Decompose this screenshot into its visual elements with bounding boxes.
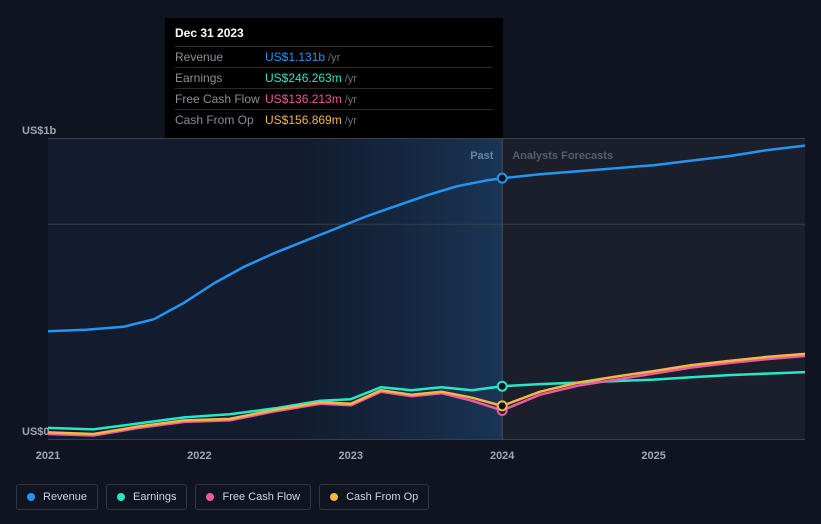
tooltip-row: RevenueUS$1.131b/yr <box>175 47 493 68</box>
legend: Revenue Earnings Free Cash Flow Cash From O… <box>16 484 429 510</box>
legend-item-label: Earnings <box>133 491 176 503</box>
tooltip-row-label: Free Cash Flow <box>175 92 265 106</box>
y-tick-0: US$0 <box>22 426 50 438</box>
chart-svg <box>48 138 805 440</box>
tooltip-row-unit: /yr <box>345 115 357 127</box>
tooltip-row-value: US$136.213m <box>265 92 342 106</box>
legend-item-label: Revenue <box>43 491 87 503</box>
tooltip-row-unit: /yr <box>328 52 340 64</box>
legend-item[interactable]: Free Cash Flow <box>195 484 311 510</box>
tooltip-date: Dec 31 2023 <box>175 26 493 47</box>
tooltip-row-value: US$246.263m <box>265 71 342 85</box>
financial-chart: Dec 31 2023 RevenueUS$1.131b/yrEarningsU… <box>0 0 821 524</box>
tooltip-row-label: Revenue <box>175 50 265 64</box>
legend-item[interactable]: Earnings <box>106 484 187 510</box>
plot-area[interactable] <box>48 138 805 440</box>
tooltip-row-unit: /yr <box>345 73 357 85</box>
tooltip-row-unit: /yr <box>345 94 357 106</box>
legend-dot-icon <box>27 493 35 501</box>
legend-dot-icon <box>330 493 338 501</box>
legend-dot-icon <box>117 493 125 501</box>
hover-tooltip: Dec 31 2023 RevenueUS$1.131b/yrEarningsU… <box>165 18 503 138</box>
x-tick: 2024 <box>490 450 514 462</box>
x-tick: 2023 <box>339 450 363 462</box>
tooltip-rows: RevenueUS$1.131b/yrEarningsUS$246.263m/y… <box>175 47 493 130</box>
x-tick: 2022 <box>187 450 211 462</box>
tooltip-row-value: US$1.131b <box>265 50 325 64</box>
legend-item-label: Free Cash Flow <box>222 491 300 503</box>
tooltip-row-value: US$156.869m <box>265 113 342 127</box>
x-tick: 2021 <box>36 450 60 462</box>
x-axis: 20212022202320242025 <box>48 450 805 466</box>
tooltip-row-label: Earnings <box>175 71 265 85</box>
y-tick-1b: US$1b <box>22 125 56 137</box>
tooltip-row: EarningsUS$246.263m/yr <box>175 68 493 89</box>
tooltip-row-label: Cash From Op <box>175 113 265 127</box>
legend-item[interactable]: Cash From Op <box>319 484 429 510</box>
legend-item-label: Cash From Op <box>346 491 418 503</box>
legend-item[interactable]: Revenue <box>16 484 98 510</box>
legend-dot-icon <box>206 493 214 501</box>
x-tick: 2025 <box>641 450 665 462</box>
tooltip-row: Cash From OpUS$156.869m/yr <box>175 110 493 130</box>
tooltip-row: Free Cash FlowUS$136.213m/yr <box>175 89 493 110</box>
